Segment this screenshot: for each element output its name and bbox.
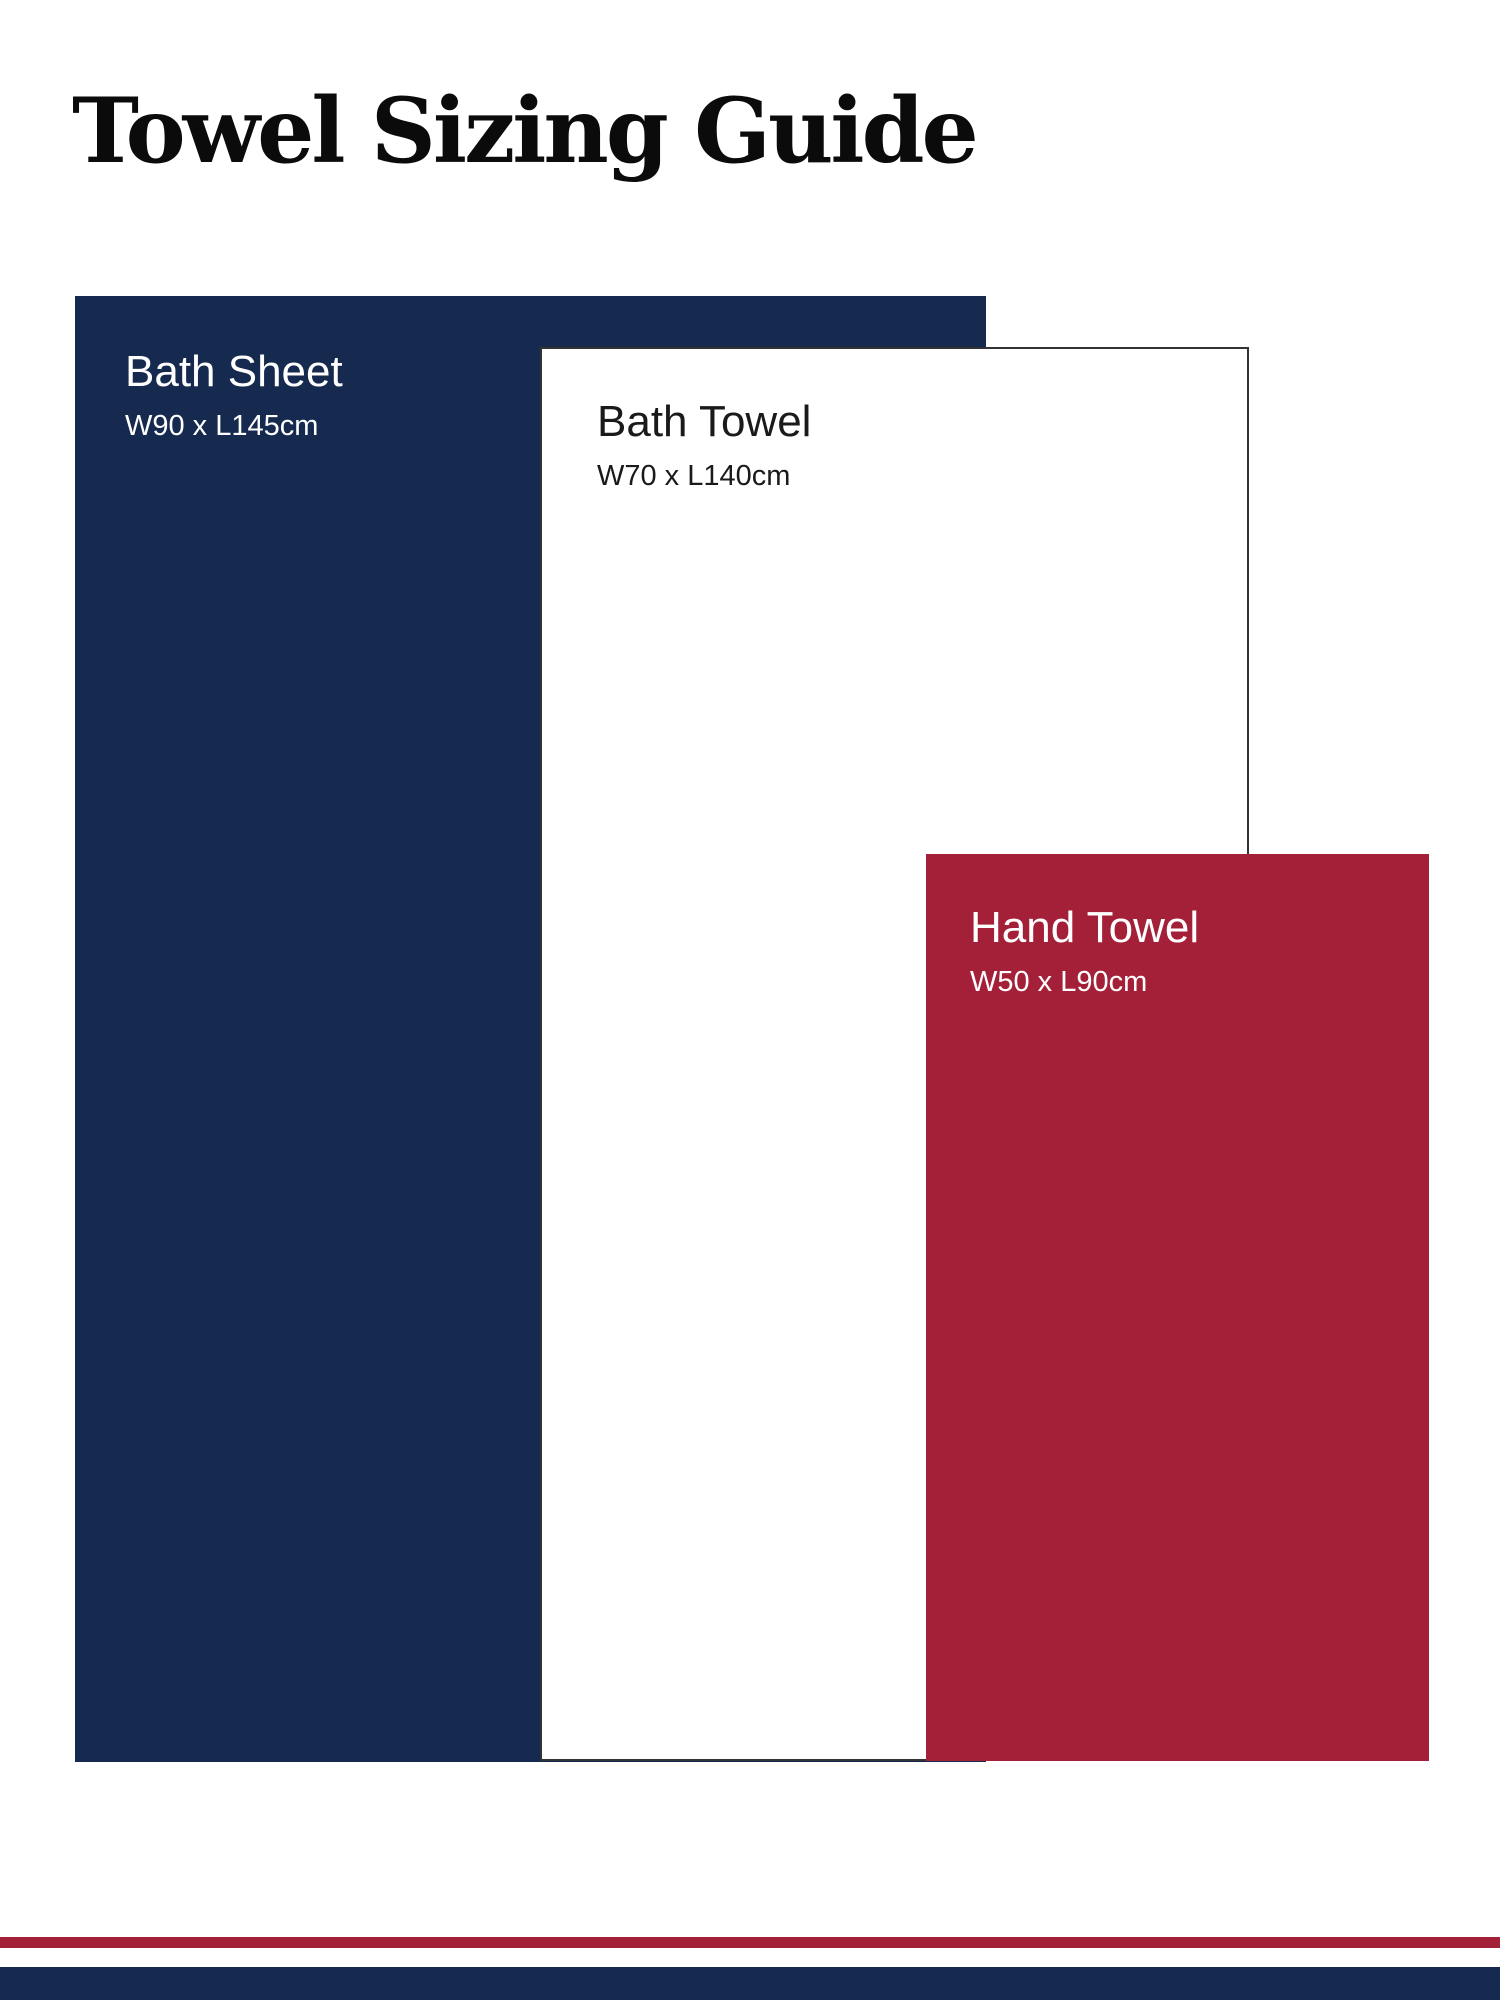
- towel-bath-sheet-dimensions: W90 x L145cm: [125, 410, 319, 443]
- towel-hand-towel-name: Hand Towel: [970, 903, 1200, 952]
- footer-red-stripe: [0, 1937, 1500, 1948]
- footer-navy-band: [0, 1967, 1500, 2000]
- towel-bath-towel-name: Bath Towel: [597, 397, 812, 446]
- towel-hand-towel-dimensions: W50 x L90cm: [970, 966, 1148, 999]
- towel-hand-towel-rect: Hand Towel W50 x L90cm: [926, 854, 1429, 1761]
- towel-bath-sheet-name: Bath Sheet: [125, 347, 343, 396]
- towel-bath-towel-dimensions: W70 x L140cm: [597, 460, 791, 493]
- page-title: Towel Sizing Guide: [72, 78, 979, 184]
